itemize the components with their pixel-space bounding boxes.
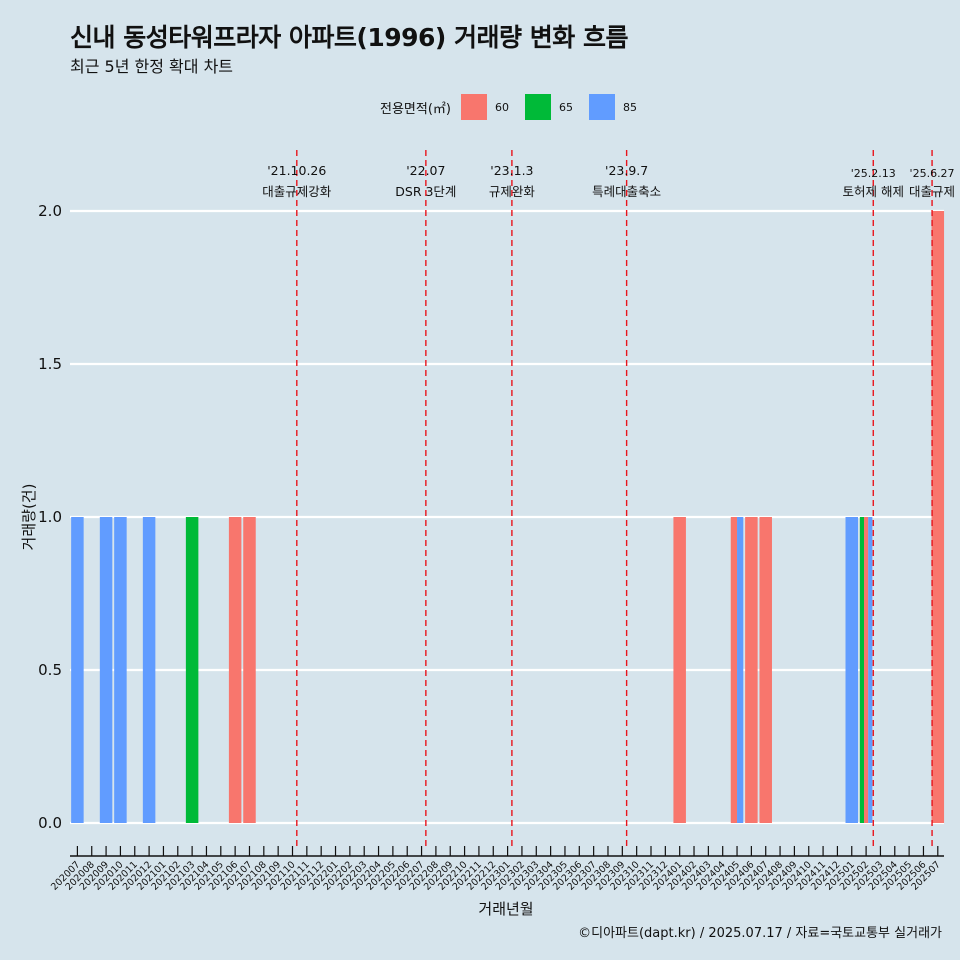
bar-202407-60	[759, 517, 772, 823]
y-tick-label: 1.0	[38, 508, 62, 526]
event-date: '22.07	[406, 163, 445, 178]
bars	[71, 211, 945, 823]
legend-title: 전용면적(㎡)	[380, 101, 451, 117]
bar-202007-85	[71, 517, 84, 823]
bar-202010-85	[114, 517, 127, 823]
event-label: 규제완화	[489, 184, 536, 199]
event-label: 토허제 해제	[843, 184, 904, 199]
bar-202405-85	[737, 517, 744, 823]
bar-202106-60	[228, 517, 242, 823]
legend-key-60	[460, 94, 487, 120]
bar-202502-85	[868, 517, 873, 823]
gridlines	[70, 209, 944, 825]
event-date: '25.6.27	[910, 167, 955, 180]
legend-label-60: 60	[494, 100, 509, 114]
x-axis: 2020072020082020092020102020112020122021…	[49, 846, 944, 893]
legend-key-65	[524, 94, 551, 120]
legend-key-85	[588, 94, 615, 120]
bar-202502-60	[864, 517, 869, 823]
caption: ©디아파트(dapt.kr) / 2025.07.17 / 자료=국토교통부 실…	[578, 926, 942, 941]
bar-202009-85	[99, 517, 113, 823]
x-axis-label: 거래년월	[478, 900, 533, 918]
legend-label-65: 65	[558, 100, 573, 114]
y-tick-label: 2.0	[38, 202, 62, 220]
bar-202103-65	[185, 517, 199, 823]
event-date: '23.9.7	[605, 163, 648, 178]
y-tick-label: 0.5	[38, 661, 62, 679]
event-date: '23.1.3	[490, 163, 533, 178]
bar-202405-60	[730, 517, 738, 823]
event-label: 대출규제강화	[262, 184, 332, 199]
event-label: 대출규제	[909, 184, 955, 199]
chart-subtitle: 최근 5년 한정 확대 차트	[70, 57, 234, 76]
chart-title: 신내 동성타워프라자 아파트(1996) 거래량 변화 흐름	[70, 23, 628, 52]
y-tick-label: 1.5	[38, 355, 62, 373]
y-axis-label: 거래량(건)	[20, 484, 38, 551]
y-axis: 0.0 0.5 1.0 1.5 2.0	[38, 202, 62, 832]
legend-label-85: 85	[622, 100, 637, 114]
event-lines: '21.10.26 대출규제강화 '22.07 DSR 3단계 '23.1.3 규제완화 '…	[262, 150, 955, 850]
event-label: DSR 3단계	[395, 184, 456, 199]
bar-202107-60	[243, 517, 256, 823]
event-date: '25.2.13	[851, 167, 896, 180]
event-label: 특례대출축소	[592, 184, 661, 199]
bar-202406-60	[745, 517, 758, 823]
bar-202507-60	[931, 211, 945, 823]
y-tick-label: 0.0	[38, 814, 62, 832]
legend: 전용면적(㎡) 60 65 85	[380, 92, 651, 122]
event-date: '21.10.26	[267, 163, 326, 178]
bar-202502-65	[859, 517, 865, 823]
bar-202501-85	[845, 517, 859, 823]
bar-202012-85	[142, 517, 156, 823]
bar-202401-60	[673, 517, 686, 823]
